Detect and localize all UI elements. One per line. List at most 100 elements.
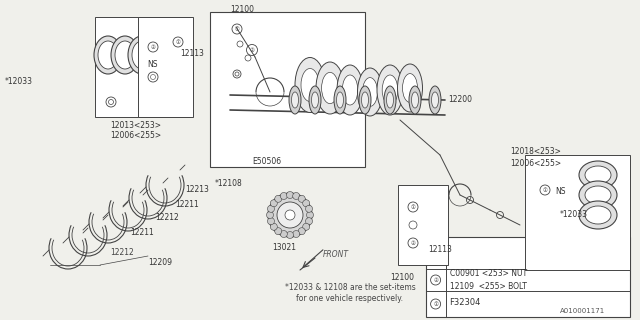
Text: NS: NS: [147, 60, 157, 69]
Text: 12109  <255> BOLT: 12109 <255> BOLT: [450, 282, 527, 292]
Ellipse shape: [431, 92, 438, 108]
Circle shape: [277, 202, 303, 228]
Text: 12200: 12200: [448, 95, 472, 104]
Ellipse shape: [289, 86, 301, 114]
Ellipse shape: [111, 36, 139, 74]
Text: 12212: 12212: [110, 248, 134, 257]
Circle shape: [292, 192, 300, 199]
Circle shape: [268, 193, 312, 237]
Circle shape: [287, 231, 294, 238]
Circle shape: [270, 200, 277, 207]
Circle shape: [307, 212, 314, 219]
Bar: [138, 17, 193, 117]
Ellipse shape: [295, 58, 325, 113]
Text: 13021: 13021: [272, 243, 296, 252]
Text: 12211: 12211: [175, 200, 199, 209]
Ellipse shape: [579, 201, 617, 229]
Ellipse shape: [342, 75, 358, 105]
Ellipse shape: [397, 64, 422, 112]
Circle shape: [280, 192, 287, 199]
Circle shape: [303, 200, 310, 207]
Ellipse shape: [115, 41, 135, 69]
Ellipse shape: [132, 41, 152, 69]
Ellipse shape: [94, 36, 122, 74]
Circle shape: [270, 223, 277, 230]
Ellipse shape: [312, 92, 319, 108]
Text: ①: ①: [235, 27, 239, 31]
Bar: [95, 17, 190, 117]
Circle shape: [298, 195, 305, 202]
Ellipse shape: [301, 68, 319, 101]
Text: 12006<255>: 12006<255>: [110, 131, 161, 140]
Text: *12108: *12108: [215, 179, 243, 188]
Ellipse shape: [412, 92, 419, 108]
Circle shape: [285, 210, 295, 220]
Text: FRONT: FRONT: [323, 250, 349, 259]
Text: ①: ①: [175, 39, 180, 44]
Text: ②: ②: [433, 277, 438, 283]
Bar: [398, 185, 448, 265]
Ellipse shape: [382, 75, 398, 105]
Circle shape: [287, 191, 294, 198]
Ellipse shape: [585, 206, 611, 224]
Ellipse shape: [579, 181, 617, 209]
Text: NS: NS: [555, 187, 566, 196]
Ellipse shape: [309, 86, 321, 114]
Text: A010001171: A010001171: [560, 308, 605, 314]
Ellipse shape: [409, 86, 421, 114]
Text: 12100: 12100: [390, 273, 414, 282]
Ellipse shape: [387, 92, 394, 108]
Ellipse shape: [337, 92, 344, 108]
Ellipse shape: [316, 62, 344, 114]
Text: 12213: 12213: [185, 185, 209, 194]
Text: F32304: F32304: [450, 298, 481, 307]
Ellipse shape: [384, 86, 396, 114]
Text: ①: ①: [543, 188, 547, 193]
Ellipse shape: [337, 65, 363, 115]
Circle shape: [268, 218, 275, 225]
Text: ②: ②: [150, 44, 156, 50]
Text: *12033: *12033: [5, 77, 33, 86]
Ellipse shape: [362, 78, 378, 107]
Circle shape: [275, 195, 282, 202]
Text: for one vehicle respectively.: for one vehicle respectively.: [296, 294, 403, 303]
Circle shape: [266, 212, 273, 219]
Text: 12006<255>: 12006<255>: [510, 159, 561, 168]
Circle shape: [292, 230, 300, 237]
Ellipse shape: [359, 86, 371, 114]
Text: 12211: 12211: [130, 228, 154, 237]
Text: ①: ①: [433, 301, 438, 307]
Circle shape: [298, 228, 305, 235]
Text: 12212: 12212: [155, 213, 179, 222]
Text: C00901 <253> NUT: C00901 <253> NUT: [450, 269, 527, 278]
Ellipse shape: [403, 74, 417, 102]
Circle shape: [268, 205, 275, 212]
Bar: [153, 38, 175, 72]
Ellipse shape: [585, 186, 611, 204]
Text: ②: ②: [411, 241, 415, 245]
Ellipse shape: [579, 161, 617, 189]
Text: ②: ②: [250, 47, 255, 52]
Text: 12013<253>: 12013<253>: [110, 121, 161, 130]
Ellipse shape: [128, 36, 156, 74]
Ellipse shape: [322, 72, 339, 104]
Text: *12033: *12033: [560, 210, 588, 219]
Ellipse shape: [98, 41, 118, 69]
Circle shape: [275, 228, 282, 235]
Text: 12113: 12113: [180, 49, 204, 58]
Circle shape: [305, 218, 312, 225]
Text: 12100: 12100: [230, 5, 254, 14]
Ellipse shape: [291, 92, 298, 108]
Text: 12018<253>: 12018<253>: [510, 147, 561, 156]
Bar: [210, 12, 365, 167]
Text: 12209: 12209: [148, 258, 172, 267]
Text: ①: ①: [411, 204, 415, 210]
Bar: [426, 237, 630, 317]
Ellipse shape: [334, 86, 346, 114]
Ellipse shape: [362, 92, 369, 108]
Circle shape: [280, 230, 287, 237]
Ellipse shape: [585, 166, 611, 184]
Ellipse shape: [377, 65, 403, 115]
Ellipse shape: [429, 86, 441, 114]
Circle shape: [303, 223, 310, 230]
